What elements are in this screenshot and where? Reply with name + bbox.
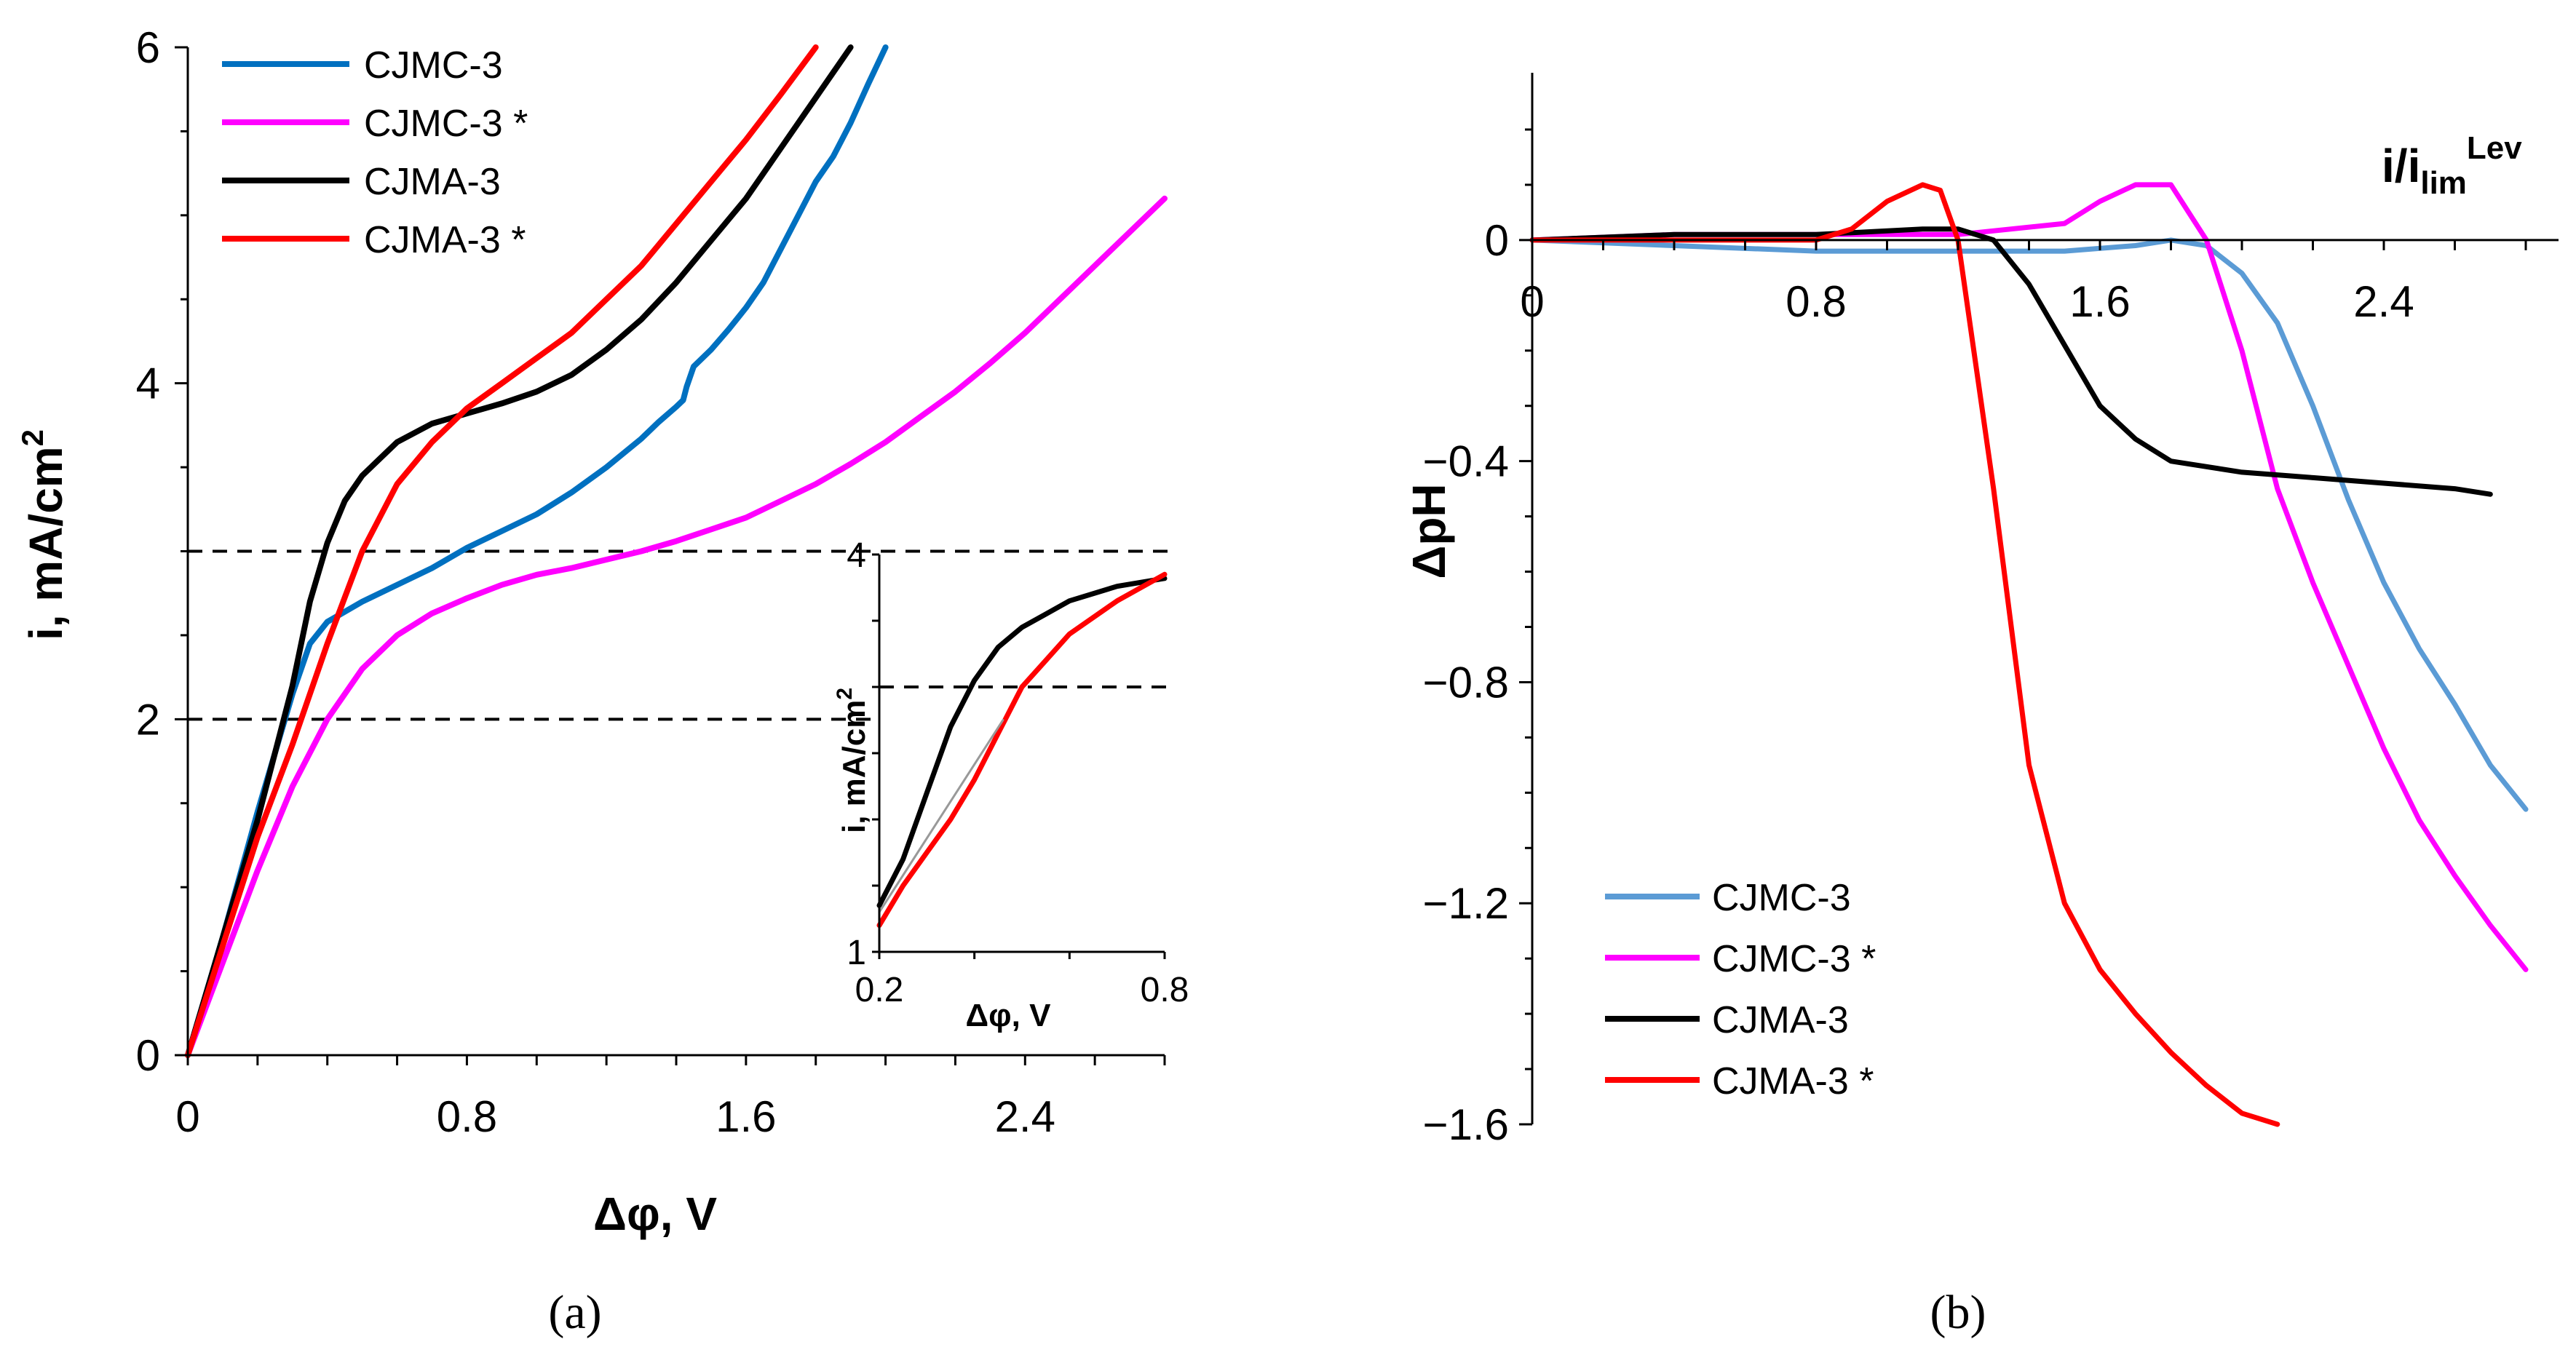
- panel-a-series-line-3: [185, 44, 819, 1058]
- panel-b-caption: (b): [1930, 1286, 1986, 1339]
- panel-b-y-label: ΔpH: [1403, 483, 1455, 579]
- panel-b-x-label-main: i/i: [2382, 140, 2420, 192]
- inset-y-tick-label: 4: [847, 536, 866, 575]
- inset-y-label-sup: 2: [833, 688, 857, 700]
- panel-a-y-label: i, mA/cm2: [15, 429, 72, 640]
- inset-series: [876, 571, 1168, 929]
- inset-series-line-2: [878, 719, 1004, 913]
- panel-a-series-line-0: [185, 44, 889, 1058]
- panel-b-tick-labels: 0 −0.4 −0.8 −1.2 −1.6 0 0.8 1.6 2.4: [1423, 216, 2414, 1149]
- panel-b-x-tick-label: 1.6: [2069, 277, 2130, 326]
- panel-b-legend-label-0: CJMC-3: [1712, 877, 1851, 919]
- panel-a-inset: 1 4 0.2 0.8 Δφ, V i, mA/cm2: [833, 536, 1189, 1033]
- panel-b-legend-label-3: CJMA-3 *: [1712, 1060, 1874, 1102]
- panel-a-legend: CJMC-3 CJMC-3 * CJMA-3 CJMA-3 *: [222, 44, 528, 261]
- panel-b-series-line-0: [1529, 237, 2529, 812]
- panel-b-series-line-1: [1529, 182, 2529, 972]
- panel-b-series-line-2: [1529, 226, 2493, 497]
- panel-a-y-label-sup: 2: [15, 429, 49, 446]
- panel-a-tick-labels: 0 2 4 6 0 0.8 1.6 2.4: [136, 23, 1055, 1141]
- panel-b-x-tick-label: 0.8: [1786, 277, 1846, 326]
- panel-a-y-tick-label: 0: [136, 1031, 160, 1080]
- panel-a-y-tick-label: 4: [136, 359, 160, 408]
- panel-a-series-line-2: [185, 44, 854, 1058]
- panel-b-y-tick-label: 0: [1485, 216, 1509, 265]
- panel-a-caption: (a): [548, 1286, 601, 1339]
- panel-b-y-tick-label: −1.6: [1423, 1100, 1509, 1149]
- panel-b-x-label: i/ilimLev: [2382, 130, 2522, 201]
- panel-b-legend: CJMC-3 CJMC-3 * CJMA-3 CJMA-3 *: [1605, 877, 1876, 1102]
- panel-a-series-line-1: [185, 195, 1168, 1058]
- panel-a-legend-label-3: CJMA-3 *: [364, 219, 526, 261]
- inset-y-label-main: i, mA/cm: [836, 700, 872, 833]
- panel-b-y-tick-label: −0.4: [1423, 437, 1509, 486]
- panel-b: 0 −0.4 −0.8 −1.2 −1.6 0 0.8 1.6 2.4 i/ilimLev Δp…: [1403, 73, 2559, 1339]
- panel-a-x-tick-label: 0: [175, 1092, 199, 1141]
- inset-axes: [872, 553, 1166, 959]
- panel-b-axes: [1519, 73, 2559, 1126]
- inset-background: [879, 555, 1170, 956]
- panel-b-x-label-sub: lim: [2420, 165, 2467, 201]
- panel-a-x-label: Δφ, V: [593, 1188, 717, 1240]
- panel-a-x-tick-label: 1.6: [716, 1092, 776, 1141]
- panel-a-y-tick-label: 6: [136, 23, 160, 72]
- panel-a-y-label-main: i, mA/cm: [20, 446, 72, 640]
- inset-x-tick-label: 0.2: [855, 971, 904, 1009]
- panel-b-y-tick-label: −1.2: [1423, 879, 1509, 928]
- panel-a-legend-label-0: CJMC-3: [364, 44, 503, 87]
- inset-y-label: i, mA/cm2: [833, 688, 872, 833]
- panel-a-axes: [175, 46, 1166, 1065]
- inset-series-line-1: [876, 571, 1168, 929]
- inset-y-tick-label: 1: [847, 934, 866, 972]
- panel-a-x-tick-label: 2.4: [995, 1092, 1055, 1141]
- panel-b-series: [1529, 182, 2529, 1127]
- inset-series-line-0: [876, 576, 1168, 908]
- panel-a-series: [185, 44, 1168, 1058]
- panel-a-x-tick-label: 0.8: [437, 1092, 497, 1141]
- panel-b-legend-label-1: CJMC-3 *: [1712, 938, 1876, 980]
- panel-b-x-tick-label: 0: [1520, 277, 1544, 326]
- inset-x-label: Δφ, V: [966, 998, 1052, 1033]
- panel-a-y-tick-label: 2: [136, 695, 160, 744]
- panel-a-legend-label-1: CJMC-3 *: [364, 103, 528, 145]
- panel-a-legend-label-2: CJMA-3: [364, 161, 501, 203]
- inset-tick-labels: 1 4 0.2 0.8: [847, 536, 1189, 1009]
- panel-b-x-label-sup: Lev: [2467, 130, 2522, 166]
- inset-x-tick-label: 0.8: [1141, 971, 1189, 1009]
- panel-b-series-line-3: [1529, 182, 2280, 1127]
- panel-b-y-tick-label: −0.8: [1423, 658, 1509, 707]
- panel-b-x-tick-label: 2.4: [2353, 277, 2414, 326]
- panel-b-legend-label-2: CJMA-3: [1712, 999, 1849, 1041]
